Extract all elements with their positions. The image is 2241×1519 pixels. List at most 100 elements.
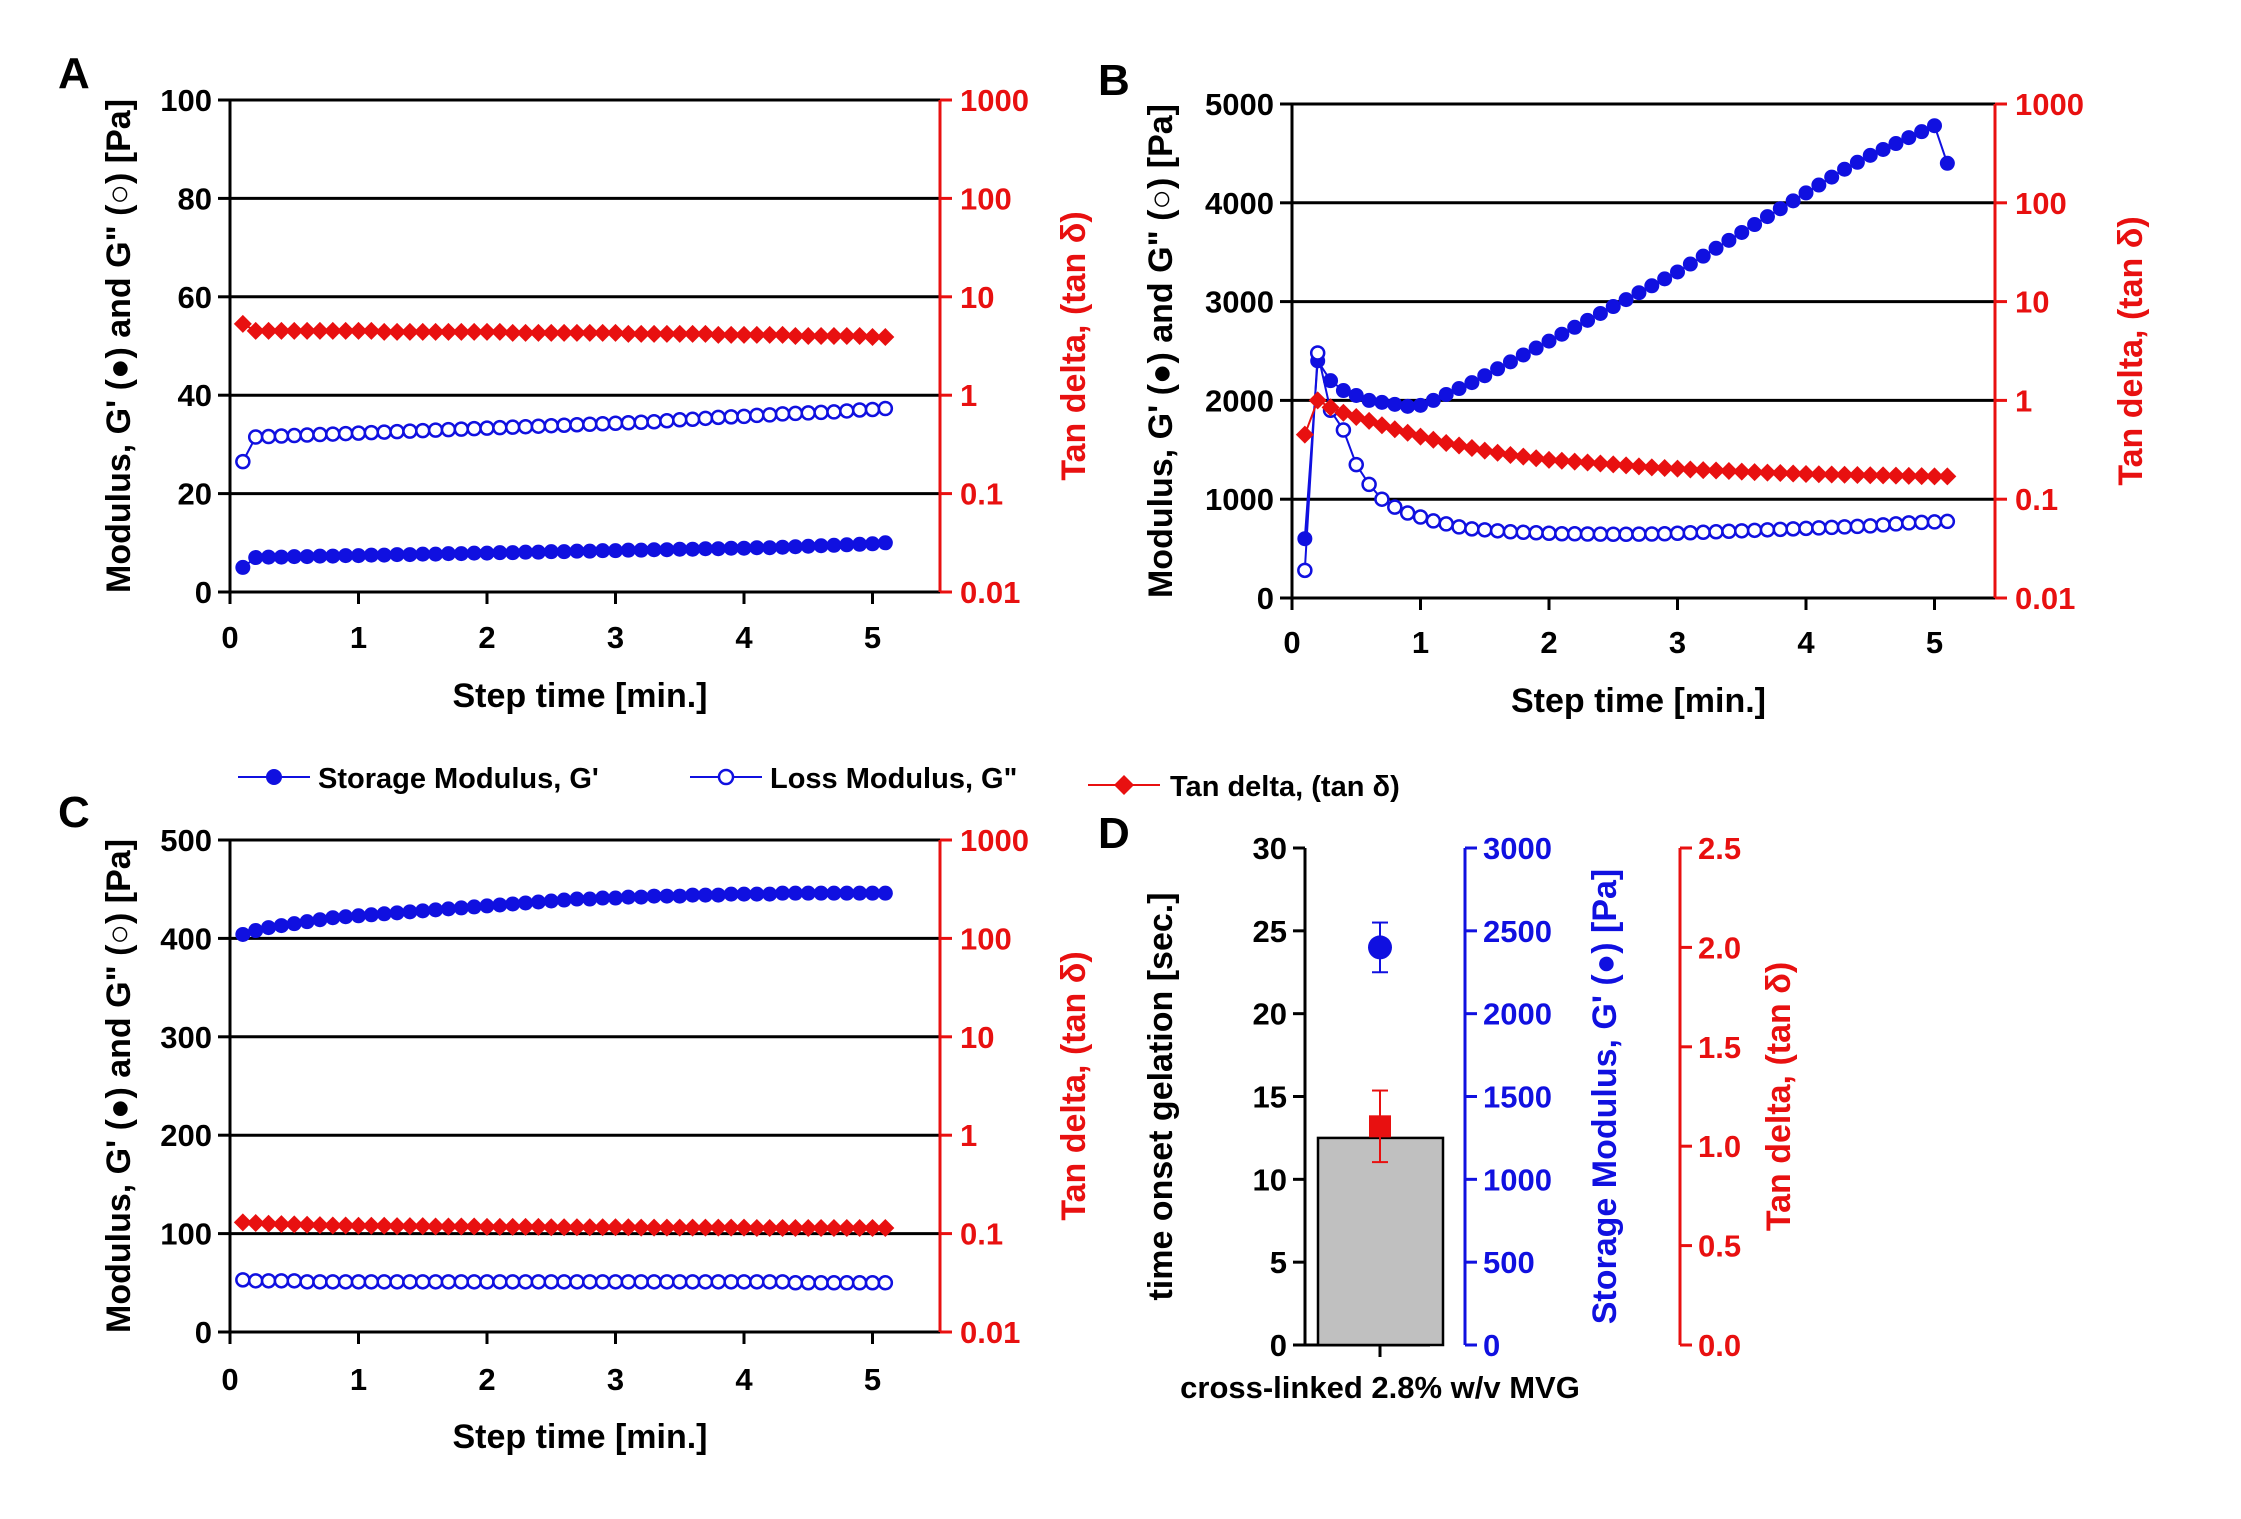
data-point: [427, 1274, 444, 1290]
data-point: [1541, 333, 1557, 349]
data-point: [826, 885, 842, 901]
data-point: [1721, 523, 1737, 540]
data-point: [517, 1274, 534, 1290]
data-point: [542, 1218, 561, 1237]
data-point: [1618, 526, 1634, 543]
data-point: [594, 415, 611, 432]
data-point: [1631, 526, 1647, 542]
data-point: [1592, 526, 1609, 542]
data-point: [235, 1272, 251, 1288]
x-tick-label: 0: [221, 1362, 238, 1397]
data-point: [670, 324, 689, 343]
data-point: [608, 543, 623, 559]
data-point: [286, 916, 302, 932]
y3-tick-label: 0.0: [1698, 1328, 1741, 1363]
data-point: [492, 897, 508, 913]
data-point: [1489, 523, 1506, 539]
data-point: [1655, 458, 1674, 477]
data-point: [1540, 450, 1558, 469]
x-axis-title: Step time [min.]: [452, 677, 707, 715]
data-point: [787, 885, 803, 901]
data-point: [826, 537, 842, 553]
data-point: [1836, 519, 1853, 535]
data-point: [569, 891, 585, 907]
data-point: [1734, 523, 1750, 539]
y2-tick-label: 0.1: [960, 477, 1003, 512]
data-point: [799, 326, 818, 345]
data-point: [659, 413, 675, 429]
x-axis-title: Step time [min.]: [1511, 682, 1766, 720]
x-tick-label: 5: [864, 1362, 881, 1397]
data-point: [376, 424, 392, 440]
data-point: [261, 920, 277, 936]
data-point: [1670, 264, 1685, 280]
data-point: [298, 1215, 317, 1234]
y2-tick-label: 1: [960, 1118, 977, 1153]
x-tick-label: cross-linked 2.8% w/v MVG: [1180, 1370, 1580, 1405]
data-point: [285, 321, 304, 340]
data-point: [839, 537, 855, 553]
data-point: [376, 1274, 392, 1290]
data-point: [478, 322, 496, 341]
legend-storage-label: Storage Modulus, G': [318, 763, 599, 795]
data-point: [1541, 525, 1557, 542]
data-point: [1629, 457, 1648, 476]
data-point: [1926, 514, 1943, 530]
y2-tick-label: 0.01: [2015, 581, 2075, 616]
data-point: [246, 1214, 265, 1233]
data-point: [632, 324, 651, 343]
data-point: [607, 415, 624, 431]
data-point: [1308, 391, 1327, 410]
y-tick-label: 200: [160, 1118, 212, 1153]
data-point: [402, 1274, 418, 1290]
data-point: [813, 404, 829, 421]
data-point-tan: [1369, 1115, 1391, 1138]
y2-tick-label: 1000: [2015, 87, 2084, 122]
data-point: [877, 400, 894, 417]
y2-tick-label: 10: [960, 1020, 994, 1055]
data-point: [1914, 124, 1930, 140]
data-point: [505, 545, 521, 561]
y2-axis-title: Storage Modulus, G' (●) [Pa]: [1586, 869, 1624, 1325]
y-tick-label: 30: [1253, 831, 1287, 866]
data-point: [876, 328, 895, 347]
data-point: [504, 1274, 521, 1290]
data-point: [722, 1218, 741, 1237]
data-point: [747, 1219, 766, 1238]
data-point: [839, 885, 855, 901]
data-point: [505, 896, 521, 912]
data-point: [299, 1274, 315, 1290]
data-point: [876, 1219, 895, 1238]
data-point: [774, 1274, 791, 1290]
data-point: [402, 904, 418, 920]
data-point: [235, 453, 251, 470]
data-point: [363, 1274, 380, 1290]
data-point: [516, 323, 535, 342]
data-point: [760, 1219, 779, 1238]
data-point: [1450, 436, 1469, 455]
data-point: [452, 1217, 471, 1236]
data-point: [852, 536, 868, 552]
data-point: [826, 404, 842, 420]
data-point: [645, 324, 664, 343]
data-point: [312, 912, 328, 928]
data-point: [1566, 526, 1583, 542]
data-point: [761, 1274, 778, 1290]
data-point: [736, 408, 752, 425]
data-point: [261, 549, 277, 565]
data-point: [1708, 240, 1724, 256]
data-point: [684, 411, 701, 428]
data-point: [440, 546, 456, 562]
y-axis-title: Modulus, G' (●) and G" (○) [Pa]: [100, 839, 138, 1333]
data-point: [710, 409, 727, 426]
data-point: [813, 1275, 829, 1291]
data-point: [620, 889, 636, 905]
x-tick-label: 4: [1797, 625, 1815, 660]
data-point: [723, 409, 739, 425]
data-point: [1707, 461, 1726, 480]
data-point: [556, 892, 572, 908]
x-tick-label: 1: [350, 620, 367, 655]
data-point: [645, 1218, 664, 1237]
data-point: [1605, 299, 1621, 315]
